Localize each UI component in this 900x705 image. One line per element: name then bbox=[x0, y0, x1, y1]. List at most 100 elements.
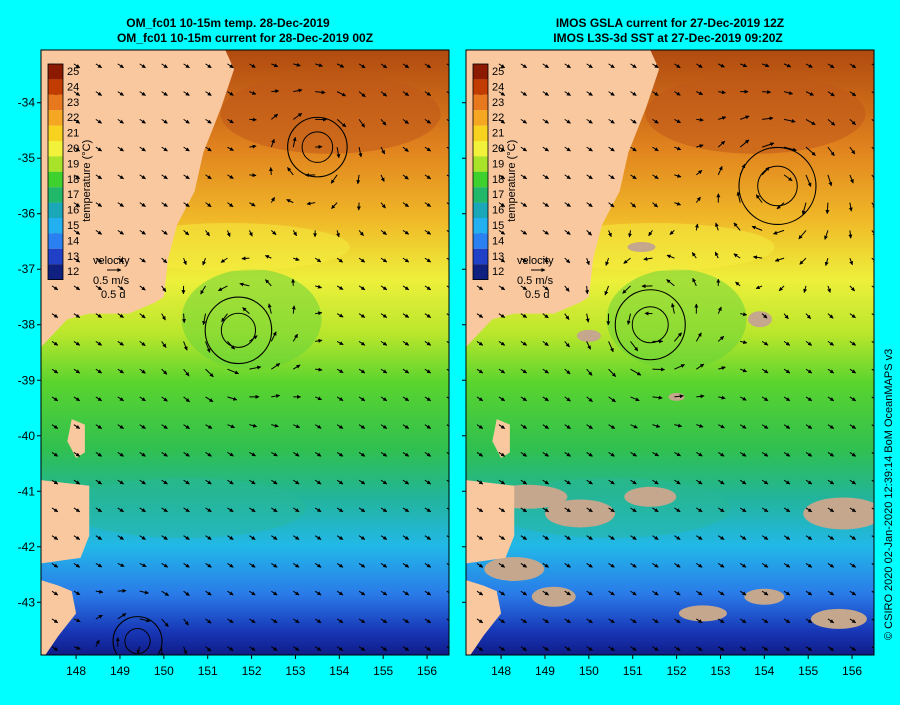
panel-title-line1: OM_fc01 10-15m temp. 28-Dec-2019 bbox=[126, 16, 330, 30]
colorbar-tick-label: 25 bbox=[67, 66, 79, 78]
credit-text: © CSIRO 2020 02-Jan-2020 12:39:14 BoM Oc… bbox=[883, 349, 895, 640]
colorbar-cell bbox=[48, 172, 63, 187]
colorbar-tick-label: 16 bbox=[492, 205, 504, 217]
colorbar-cell bbox=[473, 110, 488, 125]
y-tick-label: -41 bbox=[18, 484, 36, 498]
colorbar-tick-label: 21 bbox=[67, 128, 79, 140]
sst-patch bbox=[646, 74, 866, 154]
colorbar-tick-label: 25 bbox=[492, 66, 504, 78]
x-tick-label: 153 bbox=[710, 664, 730, 678]
velocity-arrow bbox=[315, 147, 322, 148]
colorbar-cell bbox=[48, 156, 63, 171]
colorbar-title: temperature (°C) bbox=[81, 140, 93, 222]
colorbar-tick-label: 21 bbox=[492, 128, 504, 140]
missing-data-patch bbox=[748, 311, 772, 327]
map-layers bbox=[466, 50, 883, 655]
sst-patch bbox=[221, 74, 441, 154]
velocity-arrow bbox=[249, 175, 256, 176]
sst-patch bbox=[66, 478, 306, 538]
x-tick-label: 148 bbox=[66, 664, 86, 678]
x-tick-label: 151 bbox=[623, 664, 643, 678]
colorbar-cell bbox=[48, 233, 63, 248]
colorbar-tick-label: 19 bbox=[67, 158, 79, 170]
x-tick-label: 148 bbox=[491, 664, 511, 678]
colorbar-title: temperature (°C) bbox=[506, 140, 518, 222]
colorbar-cell bbox=[48, 203, 63, 218]
colorbar-cell bbox=[473, 218, 488, 233]
colorbar-cell bbox=[473, 172, 488, 187]
missing-data-patch bbox=[744, 589, 784, 605]
y-tick-label: -36 bbox=[18, 207, 36, 221]
x-tick-label: 152 bbox=[242, 664, 262, 678]
colorbar-tick-label: 22 bbox=[67, 112, 79, 124]
velocity-arrow bbox=[271, 167, 272, 174]
y-tick-label: -34 bbox=[18, 96, 36, 110]
y-tick-label: -42 bbox=[18, 540, 36, 554]
colorbar-cell bbox=[48, 249, 63, 264]
tasmania-east-coast bbox=[41, 480, 89, 563]
velocity-arrow bbox=[762, 92, 771, 93]
colorbar-cell bbox=[473, 126, 488, 141]
model-panel: OM_fc01 10-15m temp. 28-Dec-2019 OM_fc01… bbox=[18, 16, 453, 678]
tasmania-east-coast bbox=[466, 480, 514, 563]
colorbar-tick-label: 20 bbox=[67, 143, 79, 155]
x-tick-label: 155 bbox=[373, 664, 393, 678]
colorbar-tick-label: 15 bbox=[492, 220, 504, 232]
colorbar-tick-label: 15 bbox=[67, 220, 79, 232]
velocity-duration: 0.5 d bbox=[525, 289, 549, 301]
x-tick-label: 155 bbox=[798, 664, 818, 678]
colorbar-cell bbox=[473, 156, 488, 171]
colorbar-cell bbox=[48, 95, 63, 110]
x-tick-label: 154 bbox=[754, 664, 774, 678]
velocity-speed: 0.5 m/s bbox=[517, 275, 554, 287]
observed-map-area bbox=[466, 50, 883, 655]
colorbar-cell bbox=[48, 79, 63, 94]
colorbar-tick-label: 14 bbox=[492, 235, 504, 247]
missing-data-patch bbox=[624, 487, 676, 507]
x-tick-label: 153 bbox=[285, 664, 305, 678]
colorbar-cell bbox=[473, 249, 488, 264]
colorbar-tick-label: 19 bbox=[492, 158, 504, 170]
colorbar-tick-label: 18 bbox=[67, 174, 79, 186]
colorbar-cell bbox=[48, 218, 63, 233]
colorbar-cell bbox=[473, 95, 488, 110]
colorbar-cell bbox=[48, 141, 63, 156]
sst-patch bbox=[607, 269, 747, 369]
observed-panel: IMOS GSLA current for 27-Dec-2019 12Z IM… bbox=[462, 16, 883, 678]
x-tick-label: 150 bbox=[154, 664, 174, 678]
y-tick-label: -35 bbox=[18, 151, 36, 165]
panel-title-line2: OM_fc01 10-15m current for 28-Dec-2019 0… bbox=[117, 31, 373, 45]
missing-data-patch bbox=[627, 242, 655, 252]
missing-data-patch bbox=[679, 605, 727, 621]
colorbar-tick-label: 18 bbox=[492, 174, 504, 186]
colorbar-tick-label: 14 bbox=[67, 235, 79, 247]
velocity-arrow bbox=[118, 591, 126, 592]
velocity-arrow bbox=[242, 258, 249, 259]
colorbar-tick-label: 12 bbox=[492, 266, 504, 278]
colorbar-tick-label: 22 bbox=[492, 112, 504, 124]
x-tick-label: 154 bbox=[329, 664, 349, 678]
colorbar-cell bbox=[473, 79, 488, 94]
colorbar-tick-label: 12 bbox=[67, 266, 79, 278]
y-tick-label: -37 bbox=[18, 262, 36, 276]
colorbar-tick-label: 20 bbox=[492, 143, 504, 155]
x-tick-label: 156 bbox=[417, 664, 437, 678]
panel-title-line2: IMOS L3S-3d SST at 27-Dec-2019 09:20Z bbox=[553, 31, 782, 45]
missing-data-patch bbox=[577, 330, 601, 342]
x-tick-label: 152 bbox=[667, 664, 687, 678]
colorbar-cell bbox=[48, 64, 63, 79]
missing-data-patch bbox=[484, 557, 544, 581]
x-tick-label: 149 bbox=[535, 664, 555, 678]
x-tick-label: 156 bbox=[842, 664, 862, 678]
x-tick-label: 151 bbox=[198, 664, 218, 678]
y-tick-label: -40 bbox=[18, 429, 36, 443]
missing-data-patch bbox=[532, 587, 576, 607]
colorbar-cell bbox=[48, 110, 63, 125]
colorbar-tick-label: 23 bbox=[492, 97, 504, 109]
colorbar-cell bbox=[48, 187, 63, 202]
colorbar-cell bbox=[48, 264, 63, 279]
colorbar-cell bbox=[473, 187, 488, 202]
y-axis-ticks: -34-35-36-37-38-39-40-41-42-43 bbox=[18, 96, 41, 610]
